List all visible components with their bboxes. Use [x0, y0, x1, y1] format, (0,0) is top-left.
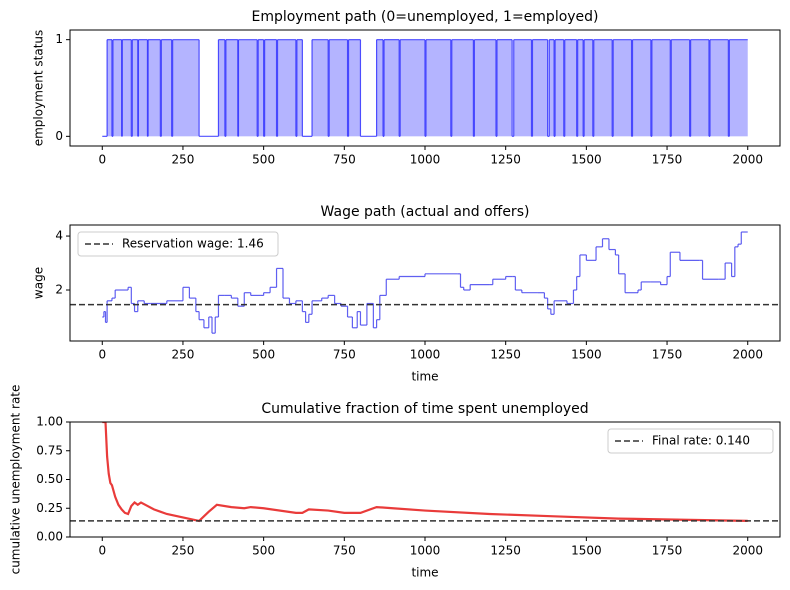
step-fill — [376, 39, 384, 137]
legend-label: Reservation wage: 1.46 — [122, 237, 264, 251]
y-tick-label: 0.25 — [36, 501, 63, 515]
x-tick-label: 250 — [172, 544, 195, 558]
x-axis-label: time — [411, 370, 438, 384]
x-tick-label: 0 — [98, 544, 106, 558]
x-tick-label: 2000 — [732, 544, 763, 558]
step-fill — [451, 39, 474, 137]
y-axis-label: employment status — [32, 30, 46, 147]
step-fill — [729, 39, 748, 137]
step-fill — [329, 39, 348, 137]
x-tick-label: 2000 — [732, 348, 763, 362]
axes-frame — [69, 29, 781, 147]
step-fill — [132, 39, 138, 137]
x-tick-label: 1250 — [490, 348, 521, 362]
x-tick-label: 0 — [98, 153, 106, 167]
chart-title: Wage path (actual and offers) — [321, 204, 530, 220]
chart-title: Cumulative fraction of time spent unempl… — [261, 401, 588, 417]
step-fill — [296, 39, 303, 137]
y-axis-label: wage — [32, 267, 46, 299]
y-tick-label: 4 — [55, 229, 63, 243]
x-tick-label: 1000 — [410, 544, 441, 558]
step-fill — [172, 39, 200, 137]
step-fill — [513, 39, 532, 137]
chart-title: Employment path (0=unemployed, 1=employe… — [251, 9, 598, 25]
step-fill — [577, 39, 584, 137]
x-tick-label: 1750 — [652, 544, 683, 558]
x-tick-label: 1750 — [652, 348, 683, 362]
x-tick-label: 500 — [252, 544, 275, 558]
x-tick-label: 1250 — [490, 153, 521, 167]
x-tick-label: 750 — [333, 153, 356, 167]
x-tick-label: 1500 — [571, 544, 602, 558]
y-tick-label: 0 — [55, 129, 63, 143]
plot-area — [70, 422, 780, 523]
axes-frame — [69, 421, 781, 538]
y-tick-label: 2 — [55, 283, 63, 297]
legend-box — [77, 231, 279, 257]
step-fill — [425, 39, 451, 137]
x-tick-label: 1500 — [571, 348, 602, 362]
step-fill — [138, 39, 148, 137]
step-fill — [277, 39, 296, 137]
step-fill — [496, 39, 513, 137]
step-fill — [258, 39, 264, 137]
step-fill — [384, 39, 400, 137]
plot-area — [102, 39, 748, 137]
step-fill — [555, 39, 564, 137]
x-tick-label: 1250 — [490, 544, 521, 558]
step-fill — [238, 39, 258, 137]
x-tick-label: 500 — [252, 153, 275, 167]
y-tick-label: 1 — [55, 32, 63, 46]
step-fill — [122, 39, 132, 137]
step-fill — [348, 39, 361, 137]
plot-area — [70, 231, 780, 334]
step-fill — [651, 39, 671, 137]
step-fill — [671, 39, 690, 137]
x-tick-label: 500 — [252, 348, 275, 362]
y-tick-label: 0.75 — [36, 443, 63, 457]
x-tick-label: 1000 — [410, 153, 441, 167]
step-fill — [264, 39, 277, 137]
x-tick-label: 750 — [333, 348, 356, 362]
x-tick-label: 250 — [172, 153, 195, 167]
x-tick-label: 250 — [172, 348, 195, 362]
y-tick-label: 1.00 — [36, 415, 63, 429]
step-fill — [709, 39, 729, 137]
step-fill — [112, 39, 122, 137]
x-axis-label: time — [411, 566, 438, 580]
legend-box — [607, 428, 774, 454]
step-fill — [690, 39, 709, 137]
x-tick-label: 2000 — [732, 153, 763, 167]
x-tick-label: 750 — [333, 544, 356, 558]
step-fill — [148, 39, 161, 137]
x-tick-label: 0 — [98, 348, 106, 362]
step-fill — [632, 39, 651, 137]
step-fill — [225, 39, 238, 137]
step-fill — [474, 39, 496, 137]
step-fill — [564, 39, 577, 137]
y-tick-label: 0.50 — [36, 472, 63, 486]
x-tick-label: 1000 — [410, 348, 441, 362]
step-fill — [532, 39, 548, 137]
step-fill — [549, 39, 555, 137]
step-fill — [613, 39, 632, 137]
step-fill — [161, 39, 172, 137]
legend: Reservation wage: 1.46 — [77, 231, 279, 257]
step-fill — [593, 39, 613, 137]
x-tick-label: 1750 — [652, 153, 683, 167]
step-fill — [312, 39, 329, 137]
step-fill — [218, 39, 225, 137]
legend: Final rate: 0.140 — [607, 428, 774, 454]
step-fill — [107, 39, 112, 137]
y-tick-label: 0.00 — [36, 530, 63, 544]
axes-frame — [69, 224, 781, 342]
step-fill — [584, 39, 593, 137]
legend-label: Final rate: 0.140 — [652, 434, 750, 448]
x-tick-label: 1500 — [571, 153, 602, 167]
y-axis-label: cumulative unemployment rate — [9, 385, 23, 575]
step-fill — [400, 39, 425, 137]
